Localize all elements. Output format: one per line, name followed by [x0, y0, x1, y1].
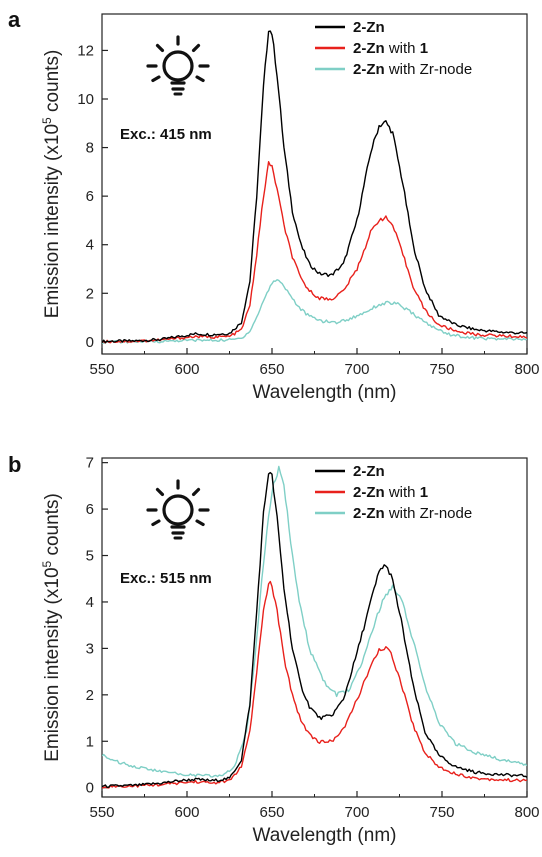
- y-tick-label: 2: [86, 687, 94, 704]
- y-tick-label: 6: [86, 501, 94, 518]
- y-tick-label: 7: [86, 455, 94, 472]
- y-axis-title: Emission intensity (x105 counts): [40, 50, 63, 319]
- x-tick-label: 700: [344, 804, 369, 821]
- legend-label-bold: 2-Zn: [353, 61, 385, 78]
- y-axis-title-part: Emission intensity (x10: [42, 567, 63, 761]
- bulb-ray: [155, 487, 165, 497]
- y-tick-label: 3: [86, 640, 94, 657]
- y-tick-label: 4: [86, 237, 94, 254]
- panel-b: b 550 600 650 700 750 800 0 1 2 3 4 5 6 7 Wavelength (n…: [8, 452, 540, 846]
- legend-label-rest: with Zr-node: [385, 61, 473, 78]
- x-tick-label: 600: [174, 361, 199, 378]
- series-line: [102, 161, 527, 344]
- x-tick-label: 550: [89, 804, 114, 821]
- y-tick-label: 5: [86, 548, 94, 565]
- legend-label-bold: 2-Zn: [353, 484, 385, 501]
- legend-label-bold: 1: [420, 484, 428, 501]
- bulb-ray: [151, 519, 161, 527]
- series-line: [102, 580, 527, 789]
- x-tick-label: 650: [259, 804, 284, 821]
- x-tick-label: 750: [429, 361, 454, 378]
- bulb-ray: [195, 75, 205, 83]
- x-tick-label: 800: [514, 361, 539, 378]
- series-line: [102, 471, 527, 788]
- panel-letter: b: [8, 452, 21, 477]
- y-axis-title-superscript: 5: [40, 560, 54, 567]
- y-tick-label: 10: [77, 91, 94, 108]
- y-tick-label: 0: [86, 334, 94, 351]
- panel-letter: a: [8, 7, 21, 32]
- y-tick-label: 12: [77, 42, 94, 59]
- y-tick-label: 6: [86, 188, 94, 205]
- y-axis-title-part: Emission intensity (x10: [42, 124, 63, 318]
- legend-label: 2-Zn with Zr-node: [353, 61, 472, 78]
- series-line: [102, 279, 527, 344]
- legend-label: 2-Zn: [353, 19, 385, 36]
- bulb-ray: [191, 43, 201, 53]
- y-axis-title-part: counts): [42, 493, 63, 561]
- excitation-label: Exc.: 415 nm: [120, 126, 212, 143]
- legend-label: 2-Zn with 1: [353, 484, 428, 501]
- x-tick-label: 600: [174, 804, 199, 821]
- bulb-glass: [162, 50, 194, 82]
- bulb-ray: [191, 487, 201, 497]
- x-tick-label: 700: [344, 361, 369, 378]
- series-line: [102, 465, 527, 778]
- x-tick-label: 550: [89, 361, 114, 378]
- light-bulb-icon: [146, 35, 210, 96]
- bulb-ray: [155, 43, 165, 53]
- y-tick-label: 0: [86, 780, 94, 797]
- legend-label-rest: with: [385, 484, 420, 501]
- bulb-glass: [162, 494, 194, 526]
- y-tick-label: 1: [86, 733, 94, 750]
- x-axis-title: Wavelength (nm): [253, 382, 397, 403]
- legend-label-bold: 2-Zn: [353, 505, 385, 522]
- y-axis-title-superscript: 5: [40, 117, 54, 124]
- x-tick-label: 750: [429, 804, 454, 821]
- y-axis-title: Emission intensity (x105 counts): [40, 493, 63, 762]
- y-tick-label: 2: [86, 285, 94, 302]
- bulb-ray: [195, 519, 205, 527]
- light-bulb-icon: [146, 479, 210, 540]
- panel-a: a 550 600 650 700 750 800 0 2 4 6 8 10 12 Wavelength (…: [8, 7, 540, 403]
- legend-label-bold: 1: [420, 40, 428, 57]
- legend-label-bold: 2-Zn: [353, 40, 385, 57]
- legend-label: 2-Zn with Zr-node: [353, 505, 472, 522]
- legend-label: 2-Zn: [353, 463, 385, 480]
- x-axis-title: Wavelength (nm): [253, 825, 397, 846]
- legend-label-rest: with: [385, 40, 420, 57]
- excitation-label: Exc.: 515 nm: [120, 570, 212, 587]
- x-tick-label: 650: [259, 361, 284, 378]
- legend-label: 2-Zn with 1: [353, 40, 428, 57]
- legend-label-bold: 2-Zn: [353, 463, 385, 480]
- legend-label-rest: with Zr-node: [385, 505, 473, 522]
- x-tick-label: 800: [514, 804, 539, 821]
- y-tick-label: 4: [86, 594, 94, 611]
- bulb-ray: [151, 75, 161, 83]
- y-tick-label: 8: [86, 140, 94, 157]
- legend-label-bold: 2-Zn: [353, 19, 385, 36]
- series-line: [102, 30, 527, 344]
- y-axis-title-part: counts): [42, 50, 63, 118]
